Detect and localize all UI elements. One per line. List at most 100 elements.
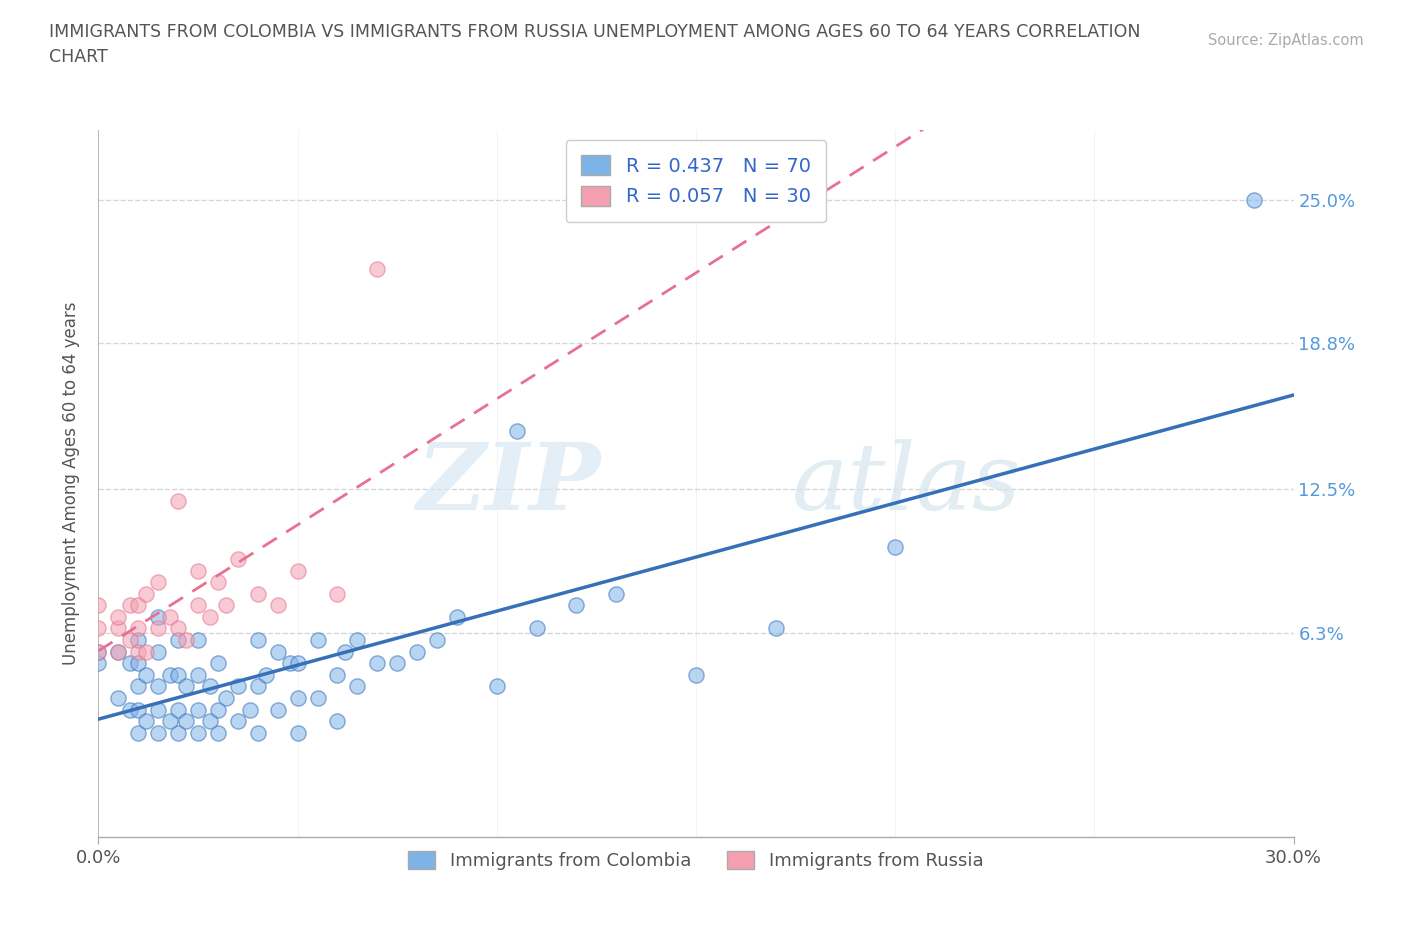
Point (326, 713, 349, 728)
Point (198, 679, 221, 694)
Point (167, 725, 190, 740)
Point (87, 656, 110, 671)
Point (1243, 193, 1265, 207)
Point (326, 586, 349, 601)
Point (135, 586, 157, 601)
Point (385, 656, 409, 671)
Point (406, 644, 429, 659)
Point (187, 668, 209, 683)
Point (127, 632, 149, 647)
Point (526, 621, 548, 636)
Point (107, 609, 129, 624)
Point (278, 656, 301, 671)
Point (107, 621, 129, 636)
Point (148, 621, 170, 636)
Point (87, 598, 110, 613)
Point (187, 632, 209, 647)
Point (120, 702, 142, 717)
Point (148, 725, 170, 740)
Point (167, 621, 190, 636)
Point (174, 713, 197, 728)
Point (167, 632, 190, 647)
Point (335, 644, 357, 659)
Point (187, 563, 209, 578)
Point (307, 632, 329, 647)
Point (246, 725, 269, 740)
Point (167, 494, 190, 509)
Point (127, 725, 149, 740)
Point (215, 598, 238, 613)
Text: atlas: atlas (792, 439, 1021, 528)
Point (148, 702, 170, 717)
Point (307, 690, 329, 705)
Point (605, 586, 627, 601)
Point (107, 644, 129, 659)
Point (87, 621, 110, 636)
Point (226, 713, 249, 728)
Point (120, 632, 142, 647)
Point (107, 690, 129, 705)
Text: ZIP: ZIP (416, 439, 600, 528)
Point (326, 668, 349, 683)
Point (127, 621, 149, 636)
Point (198, 713, 221, 728)
Point (366, 262, 388, 277)
Point (246, 679, 269, 694)
Point (127, 598, 149, 613)
Point (246, 586, 269, 601)
Point (426, 632, 449, 647)
Point (246, 632, 269, 647)
Point (148, 644, 170, 659)
Point (226, 679, 249, 694)
Point (207, 725, 229, 740)
Point (107, 644, 129, 659)
Point (287, 725, 309, 740)
Point (765, 621, 787, 636)
Point (167, 702, 190, 717)
Point (120, 598, 142, 613)
Point (174, 632, 197, 647)
Point (239, 702, 262, 717)
Y-axis label: Unemployment Among Ages 60 to 64 years: Unemployment Among Ages 60 to 64 years (62, 302, 80, 665)
Point (127, 656, 149, 671)
Point (267, 702, 290, 717)
Point (207, 702, 229, 717)
Point (148, 575, 170, 590)
Point (446, 609, 468, 624)
Point (127, 644, 149, 659)
Point (148, 679, 170, 694)
Point (187, 598, 209, 613)
Point (87, 644, 110, 659)
Point (215, 690, 238, 705)
Point (346, 679, 368, 694)
Point (87, 644, 110, 659)
Point (267, 598, 290, 613)
Point (198, 609, 221, 624)
Point (226, 551, 249, 566)
Point (120, 656, 142, 671)
Point (485, 679, 508, 694)
Point (159, 609, 181, 624)
Point (127, 679, 149, 694)
Point (287, 656, 309, 671)
Point (127, 702, 149, 717)
Point (267, 644, 290, 659)
Point (207, 575, 229, 590)
Legend: Immigrants from Colombia, Immigrants from Russia: Immigrants from Colombia, Immigrants fro… (401, 844, 991, 877)
Point (159, 713, 181, 728)
Point (884, 540, 907, 555)
Point (159, 668, 181, 683)
Point (685, 668, 707, 683)
Point (167, 668, 190, 683)
Point (135, 668, 157, 683)
Point (506, 424, 529, 439)
Point (135, 644, 157, 659)
Point (148, 609, 170, 624)
Point (254, 668, 277, 683)
Point (135, 713, 157, 728)
Point (207, 656, 229, 671)
Point (366, 656, 388, 671)
Point (287, 563, 309, 578)
Point (346, 632, 368, 647)
Text: IMMIGRANTS FROM COLOMBIA VS IMMIGRANTS FROM RUSSIA UNEMPLOYMENT AMONG AGES 60 TO: IMMIGRANTS FROM COLOMBIA VS IMMIGRANTS F… (49, 23, 1140, 66)
